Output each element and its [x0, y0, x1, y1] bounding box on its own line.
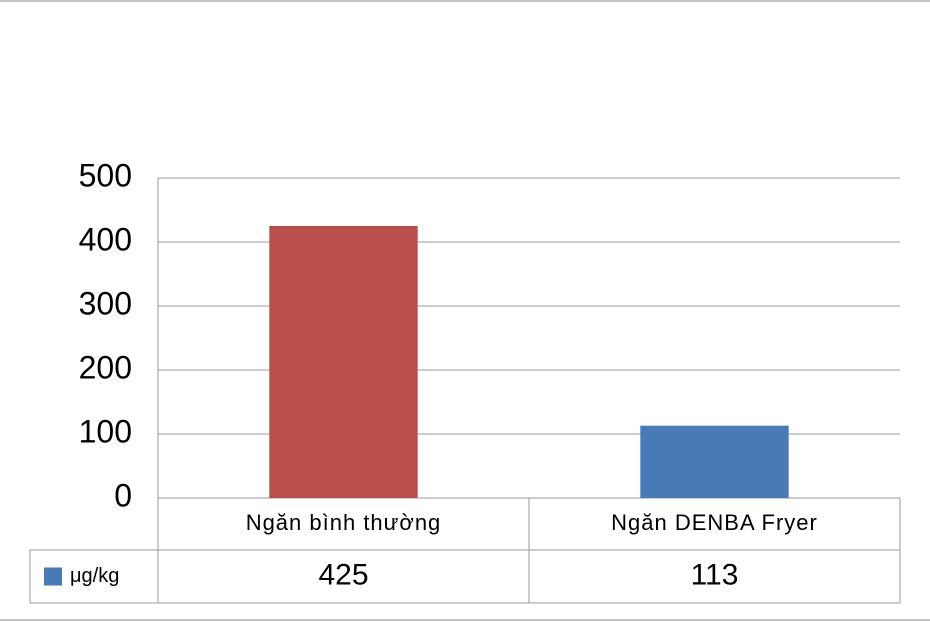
- x-tick-label: Ngăn bình thường: [246, 510, 442, 535]
- legend-key: [44, 567, 62, 586]
- x-tick-label: Ngăn DENBA Fryer: [611, 510, 818, 535]
- y-tick-label: 400: [79, 221, 132, 257]
- bar: [640, 425, 789, 498]
- bar: [269, 226, 418, 498]
- y-tick-label: 200: [79, 349, 132, 385]
- table-value: 425: [318, 558, 368, 591]
- table-value: 113: [691, 558, 739, 591]
- y-tick-label: 0: [114, 477, 132, 513]
- y-tick-label: 500: [79, 157, 132, 193]
- y-tick-label: 100: [79, 413, 132, 449]
- y-tick-label: 300: [79, 285, 132, 321]
- legend-label: μg/kg: [70, 565, 119, 587]
